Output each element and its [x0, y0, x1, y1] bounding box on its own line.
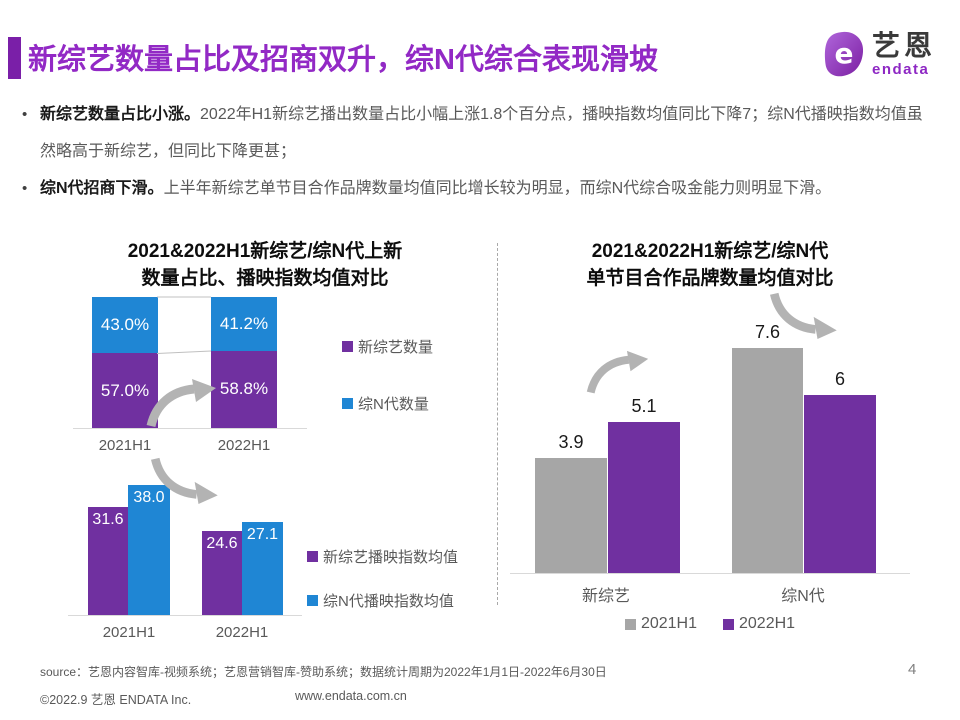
x-axis-label: 2021H1 — [102, 624, 156, 641]
source-note: source：艺恩内容智库-视频系统；艺恩营销智库-赞助系统；数据统计周期为20… — [40, 665, 607, 679]
legend-item: 2021H1 — [624, 615, 697, 633]
legend-swatch — [723, 618, 734, 630]
logo-brand-en: endata — [872, 60, 930, 78]
left-chart-title: 2021&2022H1新综艺/综N代上新 数量占比、播映指数均值对比 — [127, 241, 403, 289]
endata-logo-icon: e — [824, 31, 864, 77]
page-number: 4 — [908, 661, 917, 678]
svg-text:e: e — [835, 37, 854, 70]
bar: 24.6 — [202, 530, 242, 615]
bar: 41.2% — [211, 297, 277, 351]
bar: 43.0% — [92, 297, 158, 354]
bar — [608, 422, 680, 573]
bullet-text: 综N代招商下滑。上半年新综艺单节目合作品牌数量均值同比增长较为明显，而综N代综合… — [40, 180, 832, 197]
bar: 57.0% — [92, 353, 158, 428]
legend-swatch — [307, 595, 318, 606]
legend-item: 综N代数量 — [342, 393, 433, 414]
bar-value-label: 27.1 — [246, 526, 279, 544]
trend-up-arrow-icon — [586, 350, 649, 394]
right-chart-title: 2021&2022H1新综艺/综N代 单节目合作品牌数量均值对比 — [586, 241, 834, 289]
bar-value-label: 5.1 — [631, 396, 657, 417]
bar-value-label: 43.0% — [100, 315, 150, 335]
legend-item: 新综艺播映指数均值 — [307, 546, 458, 567]
trend-up-arrow-icon — [146, 379, 216, 428]
stacked-share-chart: 57.0% 43.0% 58.8% 41.2% — [75, 290, 305, 428]
bullet-text: 新综艺数量占比小涨。2022年H1新综艺播出数量占比小幅上涨1.8个百分点，播映… — [40, 106, 923, 160]
bar-value-label: 3.9 — [558, 431, 584, 452]
bar-value-label: 6 — [834, 369, 845, 390]
logo-text: 艺恩 endata — [872, 29, 937, 78]
bar-value-label: 31.6 — [92, 510, 124, 528]
bar-value-label: 58.8% — [219, 379, 269, 399]
website: www.endata.com.cn — [295, 689, 407, 703]
section-divider — [497, 243, 498, 605]
bar-value-label: 24.6 — [206, 534, 238, 552]
x-axis-line — [73, 428, 307, 429]
x-axis-line — [68, 615, 302, 616]
legend-swatch — [342, 341, 353, 352]
brand-count-chart: 3.9 5.1 7.6 6 — [510, 322, 910, 573]
x-axis-label: 新综艺 — [581, 588, 630, 605]
bullet-item: • 综N代招商下滑。上半年新综艺单节目合作品牌数量均值同比增长较为明显，而综N代… — [22, 170, 934, 207]
bullet-marker: • — [22, 180, 28, 197]
x-axis-label: 综N代 — [781, 588, 825, 605]
bar: 27.1 — [242, 522, 283, 615]
bar-value-label: 41.2% — [219, 314, 269, 333]
x-axis-label: 2022H1 — [217, 437, 271, 454]
x-axis-label: 2022H1 — [215, 624, 269, 641]
bar-value-label: 57.0% — [100, 380, 150, 400]
legend-swatch — [624, 618, 636, 630]
bar — [804, 395, 876, 573]
bar-value-label: 38.0 — [133, 489, 165, 507]
x-axis-line — [510, 573, 910, 574]
trend-down-arrow-icon — [151, 457, 218, 505]
bullet-marker: • — [22, 106, 28, 123]
copyright: ©2022.9 艺恩 ENDATA Inc. — [40, 693, 192, 707]
trend-down-arrow-icon — [770, 292, 837, 340]
bar: 38.0 — [128, 485, 170, 615]
legend-swatch — [307, 551, 318, 562]
legend-item: 综N代播映指数均值 — [307, 590, 458, 611]
bullet-item: • 新综艺数量占比小涨。2022年H1新综艺播出数量占比小幅上涨1.8个百分点，… — [22, 96, 934, 170]
play-index-legend: 新综艺播映指数均值 综N代播映指数均值 — [307, 546, 458, 611]
x-axis-label: 2021H1 — [98, 437, 152, 454]
page-title: 新综艺数量占比及招商双升，综N代综合表现滑坡 — [28, 44, 658, 76]
bar — [732, 348, 803, 573]
play-index-chart: 31.6 38.0 24.6 27.1 — [70, 455, 300, 615]
logo-brand-cn: 艺恩 — [872, 29, 937, 61]
brand-chart-legend: 2021H1 2022H1 — [510, 615, 910, 633]
legend-item: 新综艺数量 — [342, 336, 433, 357]
summary-bullets: • 新综艺数量占比小涨。2022年H1新综艺播出数量占比小幅上涨1.8个百分点，… — [22, 96, 934, 207]
series-connector-lines — [156, 296, 212, 354]
bar — [535, 457, 607, 573]
stacked-chart-legend: 新综艺数量 综N代数量 — [342, 336, 433, 414]
title-accent-bar — [8, 37, 21, 79]
bar-value-label: 7.6 — [754, 322, 781, 343]
legend-item: 2022H1 — [723, 615, 795, 633]
bar: 58.8% — [211, 350, 277, 428]
endata-logo: e 艺恩 endata — [822, 30, 936, 78]
bar: 31.6 — [88, 506, 128, 615]
legend-swatch — [342, 398, 353, 409]
